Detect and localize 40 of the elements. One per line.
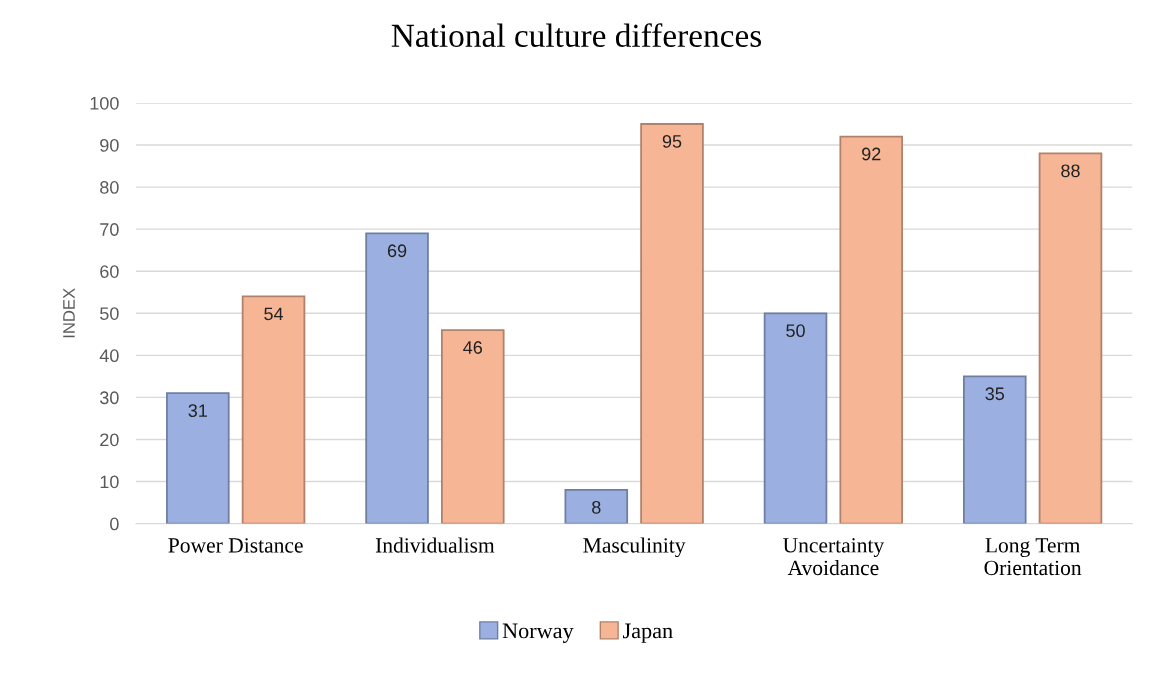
x-tick-label: Power Distance [168, 538, 303, 553]
data-label: 8 [592, 500, 601, 514]
x-tick-label: Long Term Orientation [984, 538, 1082, 576]
bar [440, 329, 505, 524]
bar [365, 232, 429, 524]
y-tick-label: 40 [99, 349, 119, 363]
x-tick-label: Uncertainty Avoidance [783, 538, 885, 576]
bar [763, 312, 828, 524]
y-tick-label: 90 [100, 138, 119, 152]
bar [640, 123, 704, 524]
bar [166, 392, 230, 524]
data-label: 92 [862, 147, 881, 161]
data-label: 35 [985, 387, 1005, 401]
data-label: 88 [1061, 164, 1080, 178]
data-label: 46 [463, 341, 483, 354]
bar [962, 375, 1027, 524]
data-label: 31 [188, 404, 207, 417]
data-label: 54 [264, 307, 284, 321]
chart-title: National culture differences [391, 23, 762, 48]
legend-label: Norway [502, 623, 574, 643]
legend-label: Japan [623, 623, 673, 643]
x-tick-label: Masculinity [583, 537, 686, 558]
bar [1038, 152, 1103, 524]
y-tick-label: 60 [100, 265, 119, 278]
bar [839, 135, 904, 524]
data-label: 95 [662, 134, 682, 148]
data-label: 69 [387, 244, 407, 258]
y-tick-label: 20 [100, 433, 119, 447]
bar [564, 489, 629, 524]
y-tick-label: 10 [100, 475, 119, 489]
y-axis-title: INDEX [63, 288, 75, 338]
y-tick-label: 30 [99, 391, 119, 405]
y-tick-label: 50 [100, 307, 119, 320]
y-tick-label: 80 [100, 181, 119, 194]
x-tick-label: Individualism [375, 537, 495, 553]
y-tick-label: 100 [90, 96, 119, 110]
bar [241, 295, 306, 524]
y-tick-label: 0 [110, 517, 119, 531]
data-label: 50 [786, 324, 805, 338]
y-tick-label: 70 [100, 223, 119, 236]
